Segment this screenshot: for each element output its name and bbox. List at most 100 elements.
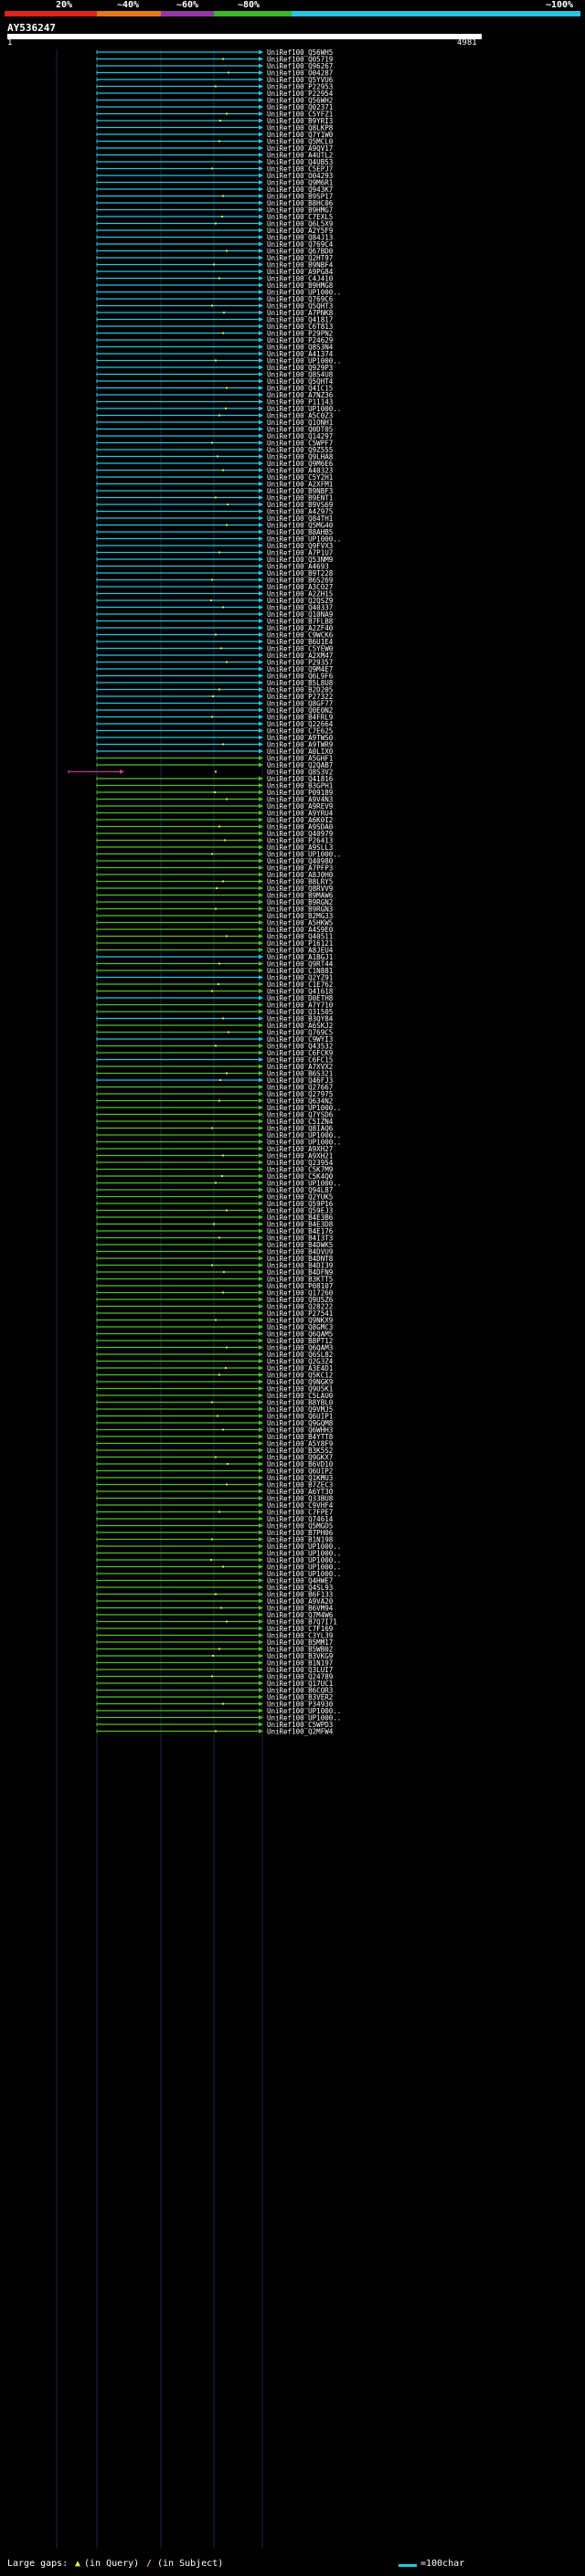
hit-row[interactable]: UniRef100_A5C0Z3 [96,412,333,420]
hit-label[interactable]: UniRef100_P29PN2 [267,330,333,338]
hit-label[interactable]: UniRef100_Q8S4U8 [267,371,334,379]
hit-row[interactable]: UniRef100_Q634N2 [96,1097,333,1106]
hit-label[interactable]: UniRef100_Q9GKX7 [267,1454,333,1462]
hit-label[interactable]: UniRef100_Q67BD0 [267,248,334,256]
hit-row[interactable]: UniRef100_P16121 [96,939,333,948]
hit-row[interactable]: UniRef100_C5WPD3 [96,1721,333,1729]
hit-row[interactable]: UniRef100_C9WYI3 [96,1035,333,1044]
hit-row[interactable]: UniRef100_B4FRL9 [96,714,333,722]
hit-row[interactable]: UniRef100_A9TWR9 [96,741,333,749]
hit-row[interactable]: UniRef100_C5K4Q0 [96,1172,334,1181]
hit-label[interactable]: UniRef100_A7P1U7 [267,549,333,557]
hit-row[interactable]: UniRef100_B4E3B6 [96,1214,334,1222]
hit-row[interactable]: UniRef100_A2XFM1 [96,481,333,489]
hit-label[interactable]: UniRef100_B9RGN2 [267,898,333,906]
hit-row[interactable]: UniRef100_Q6L5X9 [96,220,333,228]
hit-label[interactable]: UniRef100_Q0DT05 [267,426,333,434]
hit-row[interactable]: UniRef100_Q4SL93 [96,1584,333,1592]
hit-label[interactable]: UniRef100_Q05719 [267,56,333,64]
hit-row[interactable]: UniRef100_A9VA20 [96,1597,334,1606]
hit-label[interactable]: UniRef100_Q84J13 [267,234,333,242]
hit-row[interactable]: UniRef100_B8YBL0 [96,1399,334,1407]
hit-label[interactable]: UniRef100_Q31505 [267,1008,333,1016]
hit-row[interactable]: UniRef100_C1N881 [96,967,333,975]
hit-label[interactable]: UniRef100_UP1000.. [267,1550,341,1558]
hit-row[interactable]: UniRef100_B9T228 [96,569,334,578]
hit-label[interactable]: UniRef100_UP1000.. [267,851,341,859]
hit-row[interactable]: UniRef100_Q2QSZ9 [96,597,333,605]
hit-row[interactable]: UniRef100_A4693 [96,563,329,571]
hit-row[interactable]: UniRef100_B7PH06 [96,1529,334,1537]
hit-row[interactable]: UniRef100_Q5MG40 [96,522,334,530]
hit-row[interactable]: UniRef100_C9WCK6 [96,631,334,640]
hit-row[interactable]: UniRef100_P22954 [96,90,334,98]
hit-label[interactable]: UniRef100_Q56WH5 [267,49,333,57]
hit-row[interactable]: UniRef100_Q33BU8 [96,1495,334,1503]
hit-label[interactable]: UniRef100_UP1000.. [267,1131,341,1140]
hit-label[interactable]: UniRef100_Q2YUK5 [267,1193,333,1202]
hit-label[interactable]: UniRef100_A4UTL2 [267,152,333,160]
hit-row[interactable]: UniRef100_B4DWK5 [96,1241,333,1249]
hit-row[interactable]: UniRef100_Q2YUK5 [96,1193,333,1202]
hit-row[interactable]: UniRef100_A8JEU4 [96,947,334,955]
hit-label[interactable]: UniRef100_P29357 [267,659,333,667]
hit-row[interactable]: UniRef100_Q5MCL0 [96,138,334,146]
hit-row[interactable]: UniRef100_Q10NA9 [96,610,333,619]
hit-row[interactable]: UniRef100_Q28222 [96,1303,333,1311]
hit-row[interactable]: UniRef100_A6YT30 [96,1488,334,1496]
hit-label[interactable]: UniRef100_Q10NA9 [267,610,333,619]
hit-label[interactable]: UniRef100_B3KTT5 [267,1276,333,1284]
hit-label[interactable]: UniRef100_P24629 [267,336,333,345]
hit-label[interactable]: UniRef100_A9QV17 [267,144,333,153]
hit-label[interactable]: UniRef100_UP1000.. [267,1556,341,1564]
hit-label[interactable]: UniRef100_Q41817 [267,316,333,324]
hit-label[interactable]: UniRef100_UP1000.. [267,1707,341,1715]
hit-label[interactable]: UniRef100_Q6QAM5 [267,1330,333,1339]
hit-row[interactable]: UniRef100_B3VKG9 [96,1652,333,1660]
hit-row[interactable]: UniRef100_C9VHF4 [96,1501,334,1510]
hit-row[interactable]: UniRef100_Q02371 [96,103,333,111]
hit-row[interactable]: UniRef100_Q94L87 [96,1186,333,1194]
hit-row[interactable]: UniRef100_C5Y2H1 [96,473,333,482]
hit-row[interactable]: UniRef100_B3GPH1 [96,782,333,790]
hit-label[interactable]: UniRef100_B6VD10 [267,1460,334,1468]
hit-row[interactable]: UniRef100_B1N197 [96,1659,333,1668]
hit-row[interactable]: UniRef100_P27541 [96,1309,333,1318]
hit-label[interactable]: UniRef100_UP1000.. [267,289,341,297]
hit-label[interactable]: UniRef100_A9REV9 [267,802,333,811]
hit-label[interactable]: UniRef100_Q40980 [267,857,334,865]
hit-label[interactable]: UniRef100_B8LRY5 [267,878,333,886]
hit-row[interactable]: UniRef100_B9HMG8 [96,281,334,290]
hit-row[interactable]: UniRef100_B9NBF3 [96,487,333,495]
hit-row[interactable]: UniRef100_A0LIX0 [96,747,334,756]
hit-label[interactable]: UniRef100_C9VHF4 [267,1501,334,1510]
hit-label[interactable]: UniRef100_Q8RVV9 [267,885,333,893]
hit-row[interactable]: UniRef100_B5L8U8 [96,679,334,687]
hit-row[interactable]: UniRef100_Q6UIP1 [96,1413,333,1421]
hit-row[interactable]: UniRef100_A7P1U7 [96,549,333,557]
hit-label[interactable]: UniRef100_C4J410 [267,275,334,283]
hit-label[interactable]: UniRef100_Q22664 [267,720,334,728]
hit-label[interactable]: UniRef100_Q4SL93 [267,1584,333,1592]
hit-row[interactable]: UniRef100_B6F133 [96,1591,333,1599]
hit-label[interactable]: UniRef100_Q6L5X9 [267,220,333,228]
hit-label[interactable]: UniRef100_Q634N2 [267,1097,333,1106]
hit-row[interactable]: UniRef100_Q56WH5 [96,49,333,57]
hit-label[interactable]: UniRef100_Q6SL82 [267,1351,333,1359]
hit-row[interactable]: UniRef100_B6S321 [96,1070,333,1078]
hit-row[interactable]: UniRef100_C5K7M9 [96,1166,333,1174]
hit-label[interactable]: UniRef100_Q4UB53 [267,158,333,166]
hit-row[interactable]: UniRef100_Q56WH2 [96,97,333,105]
hit-label[interactable]: UniRef100_A5C0Z3 [267,412,333,420]
hit-row[interactable]: UniRef100_A5GHF1 [96,755,333,763]
hit-label[interactable]: UniRef100_A2XFM1 [267,481,333,489]
hit-label[interactable]: UniRef100_A6YT30 [267,1488,334,1496]
hit-row[interactable]: UniRef100_A9XH27 [96,1145,333,1153]
hit-row[interactable]: UniRef100_B5WB02 [96,1646,333,1654]
hit-label[interactable]: UniRef100_B9NBF4 [267,261,334,270]
hit-row[interactable]: UniRef100_B9RGN3 [96,906,333,914]
hit-row[interactable]: UniRef100_UP1000.. [96,1131,341,1140]
hit-label[interactable]: UniRef100_B8AHB5 [267,528,333,536]
hit-label[interactable]: UniRef100_A41374 [267,350,334,358]
hit-label[interactable]: UniRef100_B9HMG8 [267,281,334,290]
